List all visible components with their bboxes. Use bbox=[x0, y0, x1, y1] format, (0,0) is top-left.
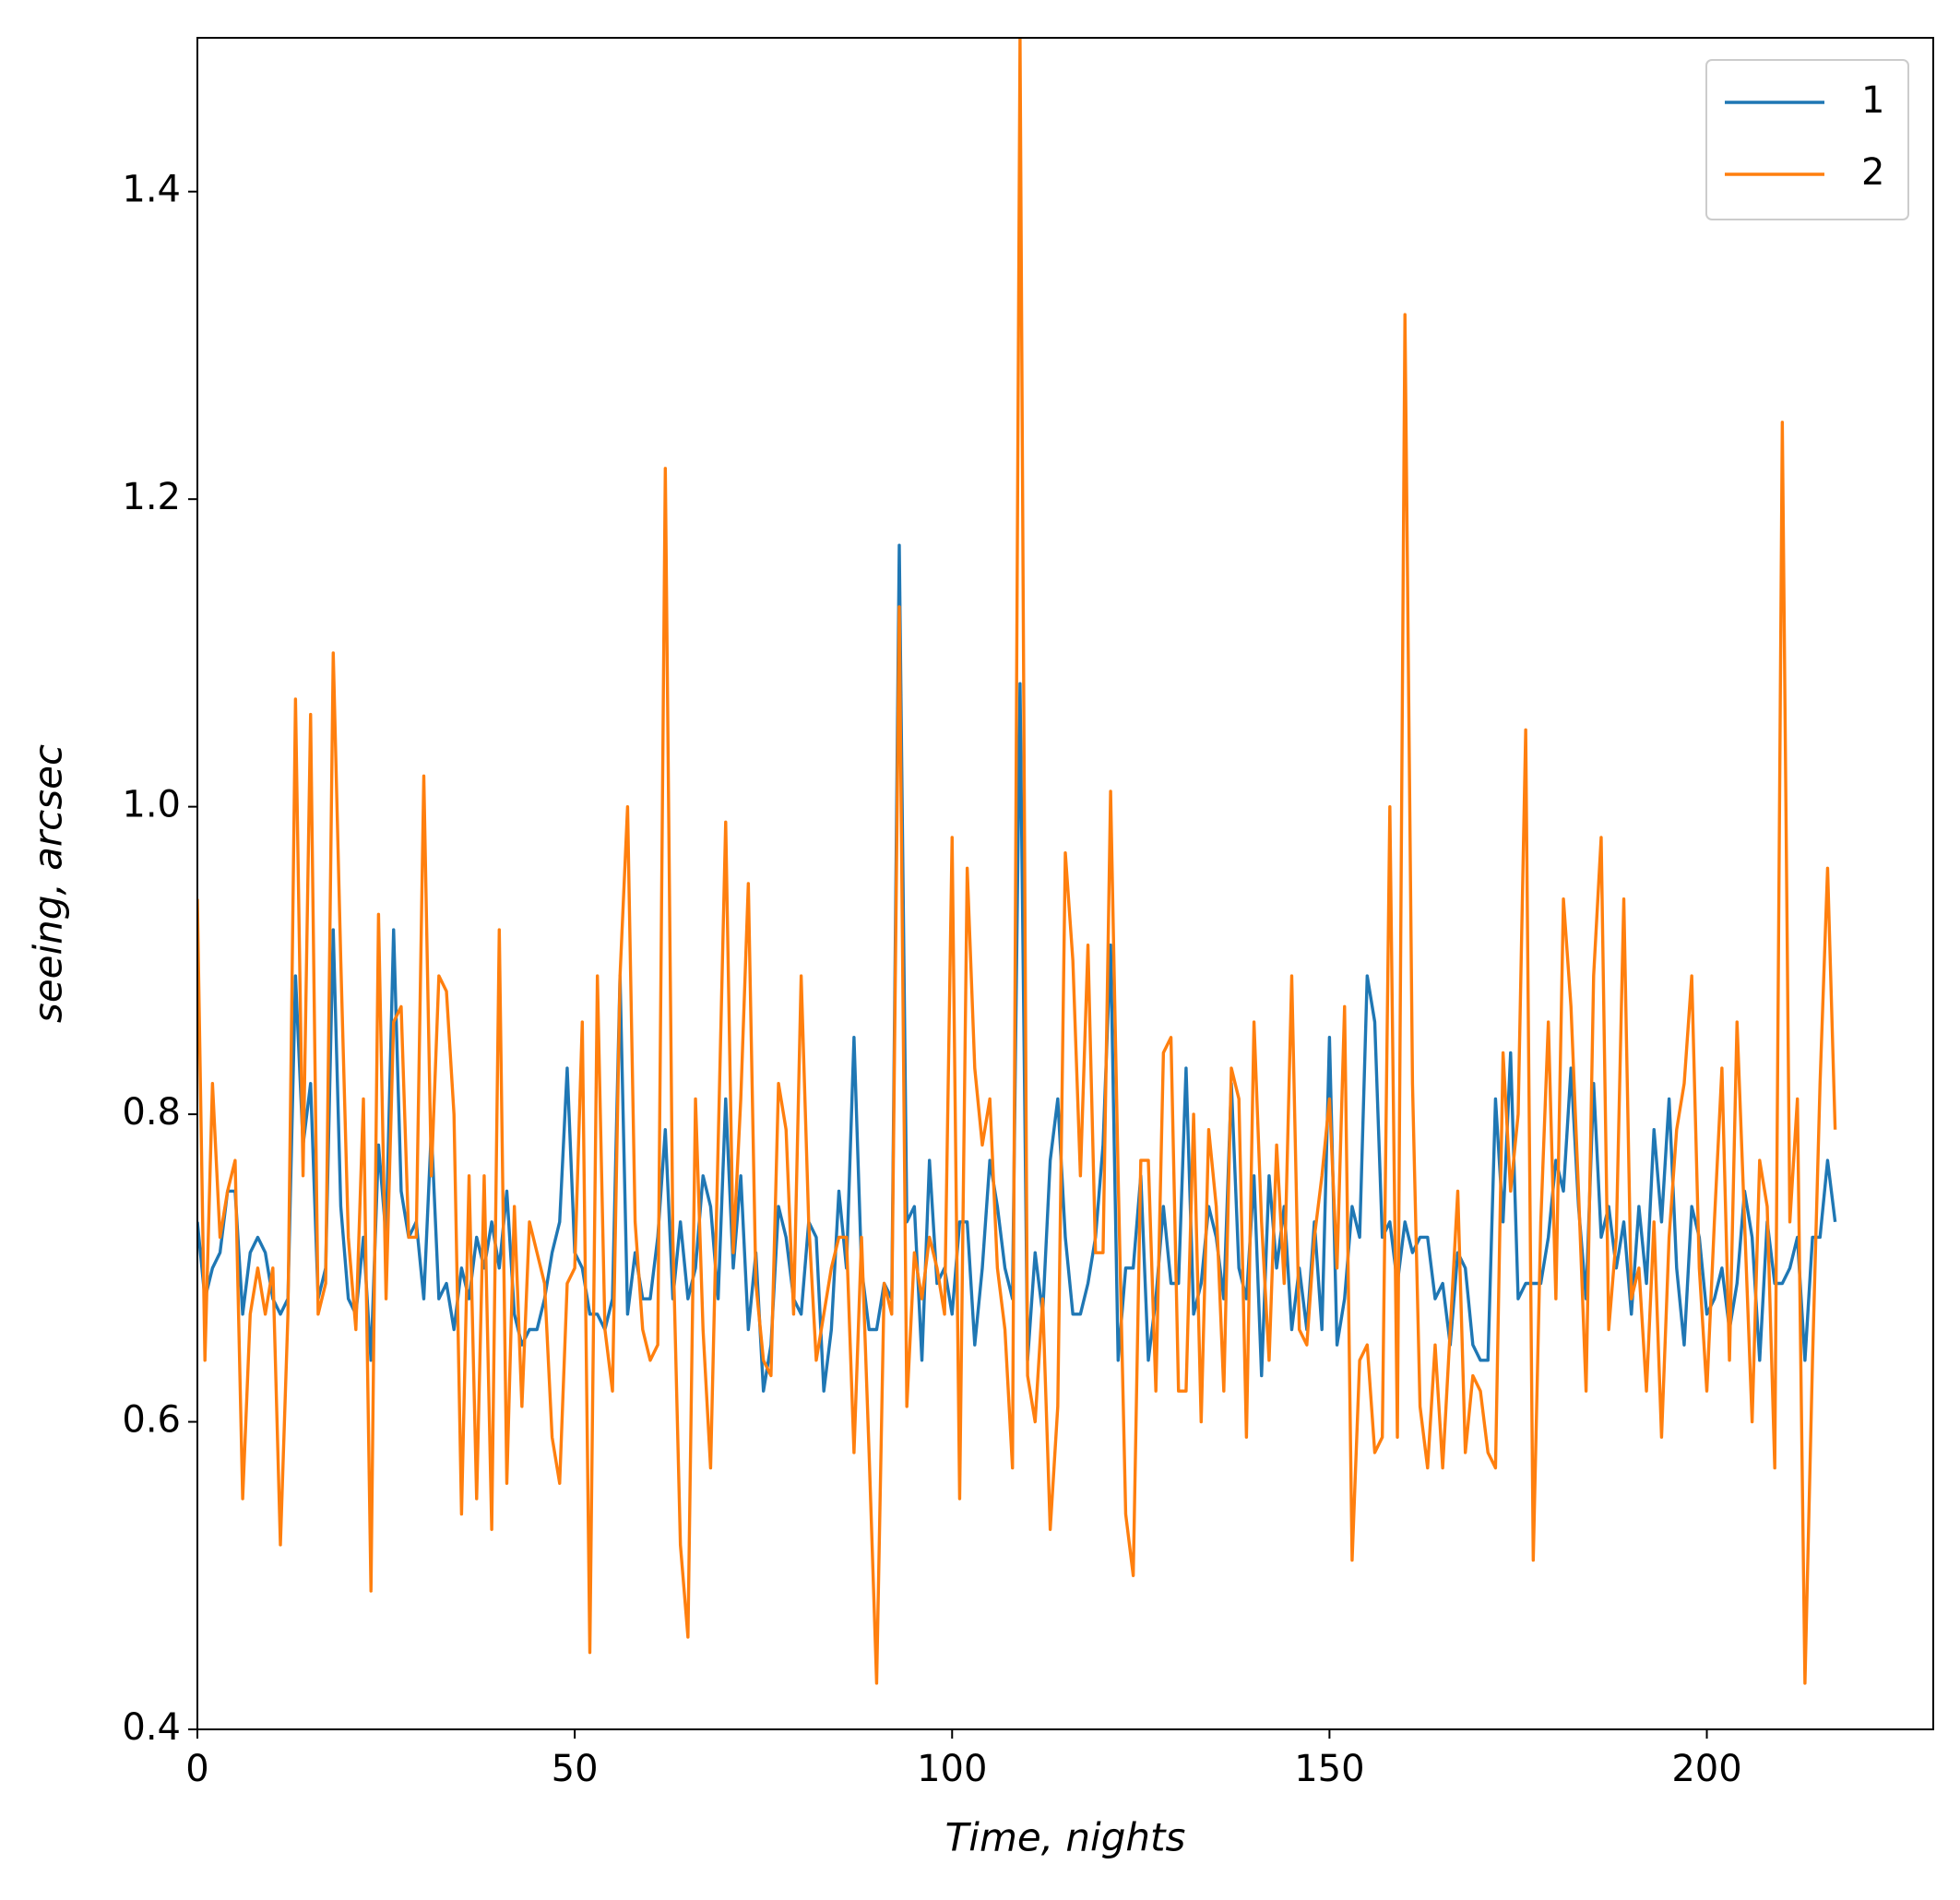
y-tick-label: 0.8 bbox=[122, 1091, 181, 1134]
legend-box bbox=[1705, 59, 1909, 220]
y-tick-label: 0.4 bbox=[122, 1706, 181, 1749]
series-line bbox=[197, 38, 1837, 1685]
x-tick-label: 200 bbox=[1671, 1748, 1741, 1790]
y-tick-label: 1.2 bbox=[122, 476, 181, 518]
x-tick-label: 100 bbox=[917, 1748, 987, 1790]
y-tick-label: 1.0 bbox=[122, 784, 181, 826]
x-tick-label: 50 bbox=[552, 1748, 599, 1790]
x-tick-label: 0 bbox=[185, 1748, 208, 1790]
legend-label: 2 bbox=[1861, 151, 1884, 194]
x-axis-label: Time, nights bbox=[945, 1815, 1186, 1860]
y-tick-label: 0.6 bbox=[122, 1399, 181, 1442]
plot-area bbox=[197, 38, 1837, 1685]
legend-label: 1 bbox=[1861, 79, 1884, 122]
y-axis-label: seeing, arcsec bbox=[26, 744, 71, 1023]
plot-frame bbox=[196, 37, 1934, 1730]
y-tick-label: 1.4 bbox=[122, 169, 181, 211]
x-tick-label: 150 bbox=[1294, 1748, 1364, 1790]
